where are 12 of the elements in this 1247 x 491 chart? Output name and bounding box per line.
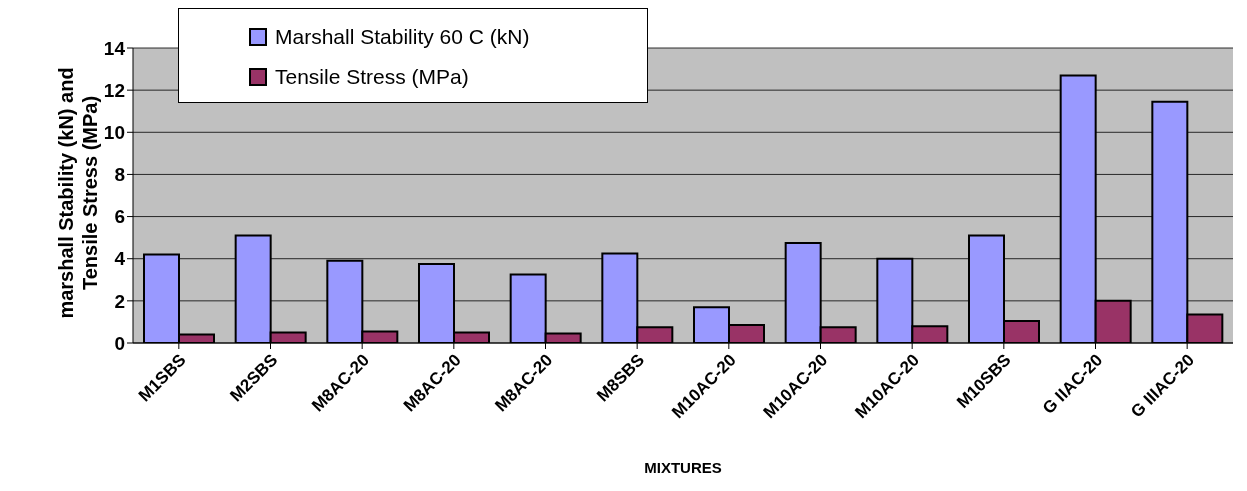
y-tick-label: 8 [114,164,125,186]
y-tick-label: 4 [114,248,126,270]
legend-label: Marshall Stability 60 C (kN) [275,24,530,50]
y-tick-label: 0 [114,332,125,354]
y-tick-label: 12 [103,79,125,101]
y-tick-label: 2 [114,290,125,312]
x-axis-title: MIXTURES [644,459,722,476]
y-tick-label: 10 [103,122,125,144]
y-tick-label: 6 [114,206,125,228]
y-tick-label: 14 [103,37,126,59]
y-axis-title: marshall Stability (kN) and Tensile Stress (MPa) [55,67,101,319]
legend-label: Tensile Stress (MPa) [275,64,469,90]
